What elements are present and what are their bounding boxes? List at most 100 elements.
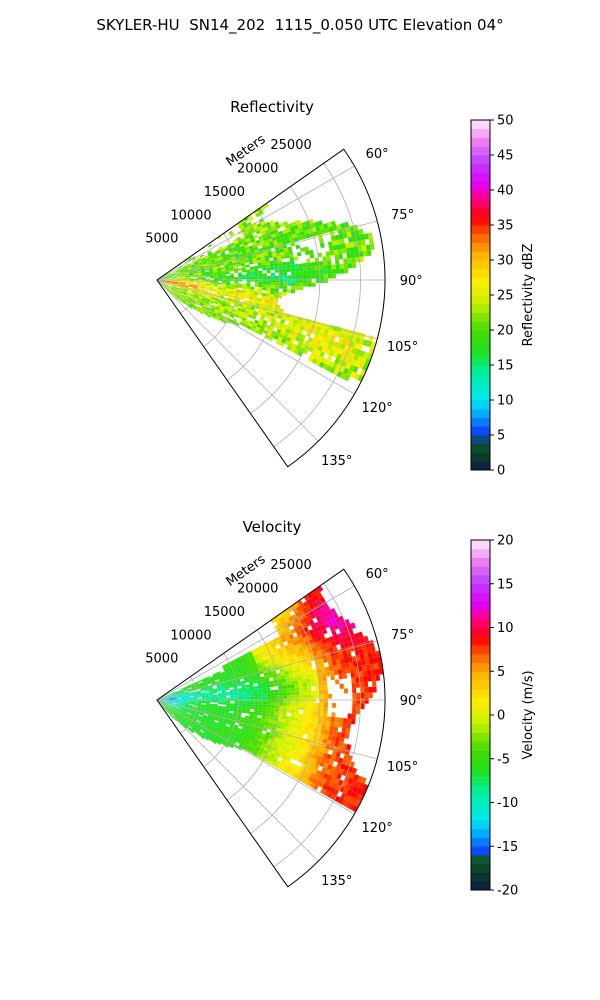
radar-gate xyxy=(256,300,261,304)
radar-gate xyxy=(269,333,276,339)
radar-gate xyxy=(291,641,298,647)
radar-gate xyxy=(355,682,361,688)
radar-gate xyxy=(209,256,214,260)
radar-gate xyxy=(177,695,182,698)
radar-gate xyxy=(270,710,275,715)
radar-gate xyxy=(202,733,207,737)
radar-gate xyxy=(181,276,186,278)
radar-gate xyxy=(263,737,269,742)
radar-gate xyxy=(284,674,290,679)
radar-gate xyxy=(267,658,273,663)
colorbar-segment xyxy=(471,338,490,348)
radar-gate xyxy=(238,283,243,286)
radar-gate xyxy=(192,726,197,730)
radar-gate xyxy=(270,642,276,648)
radar-gate xyxy=(303,282,308,287)
radar-gate xyxy=(246,221,252,227)
radar-gate xyxy=(243,323,249,328)
radar-gate xyxy=(160,281,165,284)
radar-gate xyxy=(344,662,350,669)
radar-gate xyxy=(180,284,186,286)
radar-gate xyxy=(223,729,228,733)
colorbar-segment xyxy=(471,863,490,873)
radar-gate xyxy=(275,751,281,757)
radar-gate xyxy=(178,290,183,293)
radar-gate xyxy=(336,244,342,250)
radar-gate xyxy=(273,297,278,302)
radar-gate xyxy=(224,292,230,295)
radar-gate xyxy=(217,696,223,698)
colorbar-segment xyxy=(471,181,490,191)
radar-gate xyxy=(241,247,246,252)
radar-gate xyxy=(229,660,234,665)
radar-gate xyxy=(324,729,330,735)
radar-gate xyxy=(323,789,330,797)
colorbar-segment xyxy=(471,828,490,838)
radar-gate xyxy=(308,249,314,255)
radar-gate xyxy=(209,276,214,279)
radar-gate xyxy=(255,746,261,751)
radar-gate xyxy=(238,735,243,740)
radar-gate xyxy=(200,721,205,725)
radar-gate xyxy=(335,264,340,270)
radar-gate xyxy=(345,728,351,734)
radar-gate xyxy=(275,235,281,240)
radar-gate xyxy=(244,741,250,746)
radar-gate xyxy=(228,668,233,672)
colorbar-segment xyxy=(471,662,490,672)
radar-gate xyxy=(254,319,259,324)
radar-gate xyxy=(269,312,275,317)
radar-gate xyxy=(274,232,280,237)
radar-gate xyxy=(218,729,224,733)
radar-gate xyxy=(199,713,204,716)
radar-gate xyxy=(259,658,265,663)
radar-gate xyxy=(233,660,239,665)
radar-gate xyxy=(160,281,165,284)
radar-gate xyxy=(246,671,252,675)
colorbar-segment xyxy=(471,137,490,147)
radar-gate xyxy=(182,712,187,716)
radar-gate xyxy=(304,666,309,672)
radar-gate xyxy=(160,281,165,284)
radar-gate xyxy=(307,266,312,271)
radar-gate xyxy=(193,283,198,285)
radar-gate xyxy=(184,692,189,695)
radar-gate xyxy=(299,691,304,696)
radar-gate xyxy=(298,337,305,344)
radar-gate xyxy=(160,696,165,699)
radar-gate xyxy=(246,703,251,707)
radar-gate xyxy=(197,696,202,698)
radar-gate xyxy=(267,318,273,323)
radar-gate xyxy=(295,232,302,238)
radar-gate xyxy=(279,725,285,730)
radar-gate xyxy=(304,233,311,239)
radar-gate xyxy=(224,715,229,719)
radar-gate xyxy=(180,715,185,719)
radar-gate xyxy=(169,701,174,702)
radar-gate xyxy=(270,284,275,289)
radar-gate xyxy=(256,677,261,681)
radar-gate xyxy=(222,697,227,700)
radar-gate xyxy=(325,637,331,644)
radar-gate xyxy=(212,740,217,745)
radar-gate xyxy=(264,301,269,306)
radar-gate xyxy=(177,713,182,716)
radar-gate xyxy=(269,325,275,331)
radar-gate xyxy=(344,242,350,249)
radar-gate xyxy=(166,706,171,710)
radar-gate xyxy=(203,731,208,736)
radar-gate xyxy=(164,275,169,278)
radar-gate xyxy=(266,281,271,285)
radar-gate xyxy=(200,689,205,692)
radar-gate xyxy=(314,715,320,720)
radar-gate xyxy=(193,698,198,700)
radar-gate xyxy=(339,238,345,245)
radar-gate xyxy=(197,693,202,696)
radar-gate xyxy=(342,717,348,724)
radar-gate xyxy=(354,649,360,656)
radar-gate xyxy=(234,705,239,708)
radar-gate xyxy=(222,739,227,744)
radar-gate xyxy=(256,297,262,302)
radar-gate xyxy=(273,663,279,668)
radar-gate xyxy=(221,253,226,257)
